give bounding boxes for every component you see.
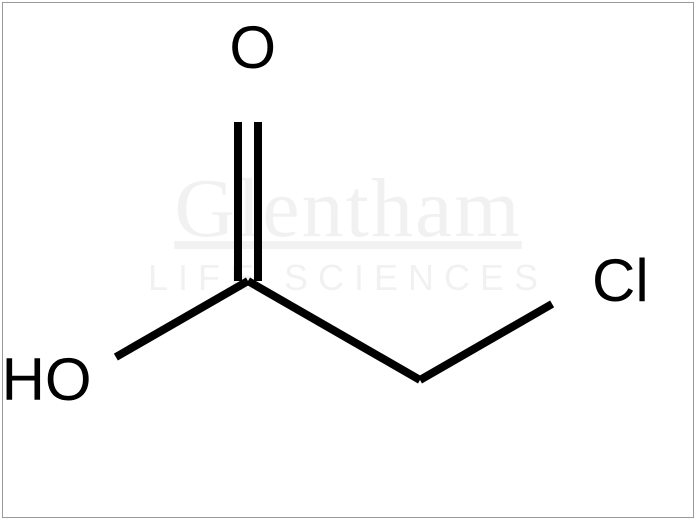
atom-label-cl: Cl [592,251,649,311]
atom-label-ho: HO [2,350,92,410]
atom-label-o: O [229,18,276,78]
